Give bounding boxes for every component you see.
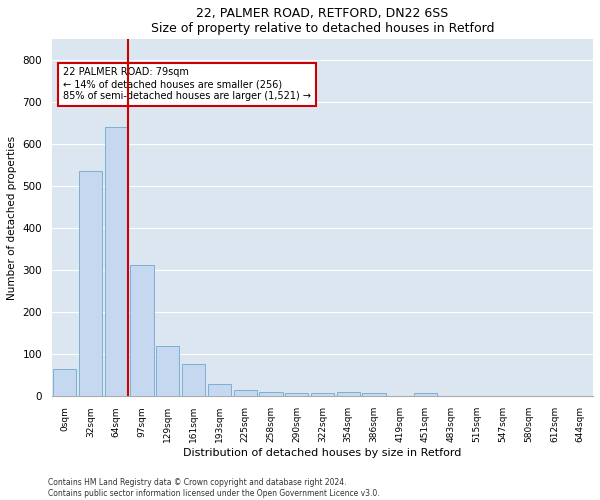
- Title: 22, PALMER ROAD, RETFORD, DN22 6SS
Size of property relative to detached houses : 22, PALMER ROAD, RETFORD, DN22 6SS Size …: [151, 7, 494, 35]
- X-axis label: Distribution of detached houses by size in Retford: Distribution of detached houses by size …: [183, 448, 461, 458]
- Bar: [414, 393, 437, 396]
- Bar: [182, 364, 205, 396]
- Bar: [311, 394, 334, 396]
- Bar: [337, 392, 360, 396]
- Bar: [259, 392, 283, 396]
- Bar: [362, 394, 386, 396]
- Bar: [156, 346, 179, 397]
- Text: Contains HM Land Registry data © Crown copyright and database right 2024.
Contai: Contains HM Land Registry data © Crown c…: [48, 478, 380, 498]
- Bar: [285, 393, 308, 396]
- Bar: [208, 384, 231, 396]
- Bar: [79, 172, 102, 396]
- Bar: [53, 369, 76, 396]
- Bar: [104, 127, 128, 396]
- Y-axis label: Number of detached properties: Number of detached properties: [7, 136, 17, 300]
- Text: 22 PALMER ROAD: 79sqm
← 14% of detached houses are smaller (256)
85% of semi-det: 22 PALMER ROAD: 79sqm ← 14% of detached …: [62, 68, 311, 100]
- Bar: [130, 265, 154, 396]
- Bar: [233, 390, 257, 396]
